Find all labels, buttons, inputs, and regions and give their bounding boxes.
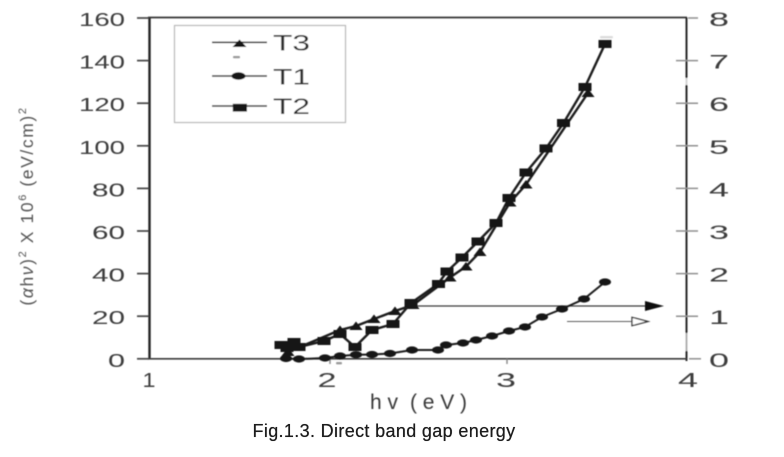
svg-text:100: 100 xyxy=(79,138,125,158)
svg-text:4: 4 xyxy=(709,180,730,201)
svg-text:T3: T3 xyxy=(273,31,310,56)
svg-text:2: 2 xyxy=(709,266,729,287)
svg-text:5: 5 xyxy=(709,138,729,159)
svg-text:hv: hv xyxy=(370,391,399,414)
svg-text:3: 3 xyxy=(496,369,516,392)
svg-text:2: 2 xyxy=(318,369,337,392)
svg-text:(eV): (eV) xyxy=(410,391,467,414)
svg-text:20: 20 xyxy=(92,308,125,328)
svg-text:T2: T2 xyxy=(273,94,310,119)
svg-text:4: 4 xyxy=(678,369,698,392)
svg-text:7: 7 xyxy=(709,53,729,74)
svg-text:6: 6 xyxy=(709,95,729,116)
svg-text:80: 80 xyxy=(92,180,125,200)
svg-text:0: 0 xyxy=(709,351,729,372)
svg-text:(αhν)2 X 106 (eV/cm)2: (αhν)2 X 106 (eV/cm)2 xyxy=(17,106,37,305)
svg-text:40: 40 xyxy=(92,266,125,286)
svg-text:1: 1 xyxy=(709,308,729,329)
svg-text:60: 60 xyxy=(92,223,125,243)
svg-text:120: 120 xyxy=(79,95,125,115)
svg-text:160: 160 xyxy=(79,10,125,30)
svg-text:8: 8 xyxy=(709,10,729,31)
svg-text:T1: T1 xyxy=(273,65,310,90)
svg-text:140: 140 xyxy=(79,53,125,73)
svg-text:1: 1 xyxy=(143,369,156,392)
svg-text:0: 0 xyxy=(108,351,125,371)
svg-text:3: 3 xyxy=(709,223,729,244)
